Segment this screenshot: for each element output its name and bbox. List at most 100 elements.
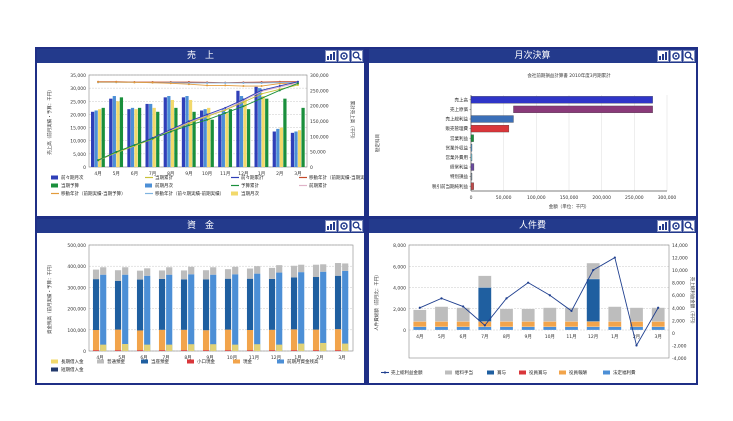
sales-bar (243, 98, 247, 167)
personnel-bar-segment (586, 326, 600, 331)
sales-y-tick: 20,000 (70, 112, 86, 118)
monthly-bar (470, 124, 510, 133)
sales-bar (279, 127, 283, 167)
funds-x-tick: 11月 (249, 355, 259, 361)
sales-x-tick: 2月 (276, 171, 283, 177)
funds-stack-a-segment (246, 350, 254, 351)
personnel-bar-segment (564, 321, 579, 327)
sales-legend-swatch (231, 191, 238, 196)
personnel-bar-segment (434, 321, 449, 327)
funds-stack-b-segment (320, 264, 327, 272)
funds-stack-b-segment (254, 266, 261, 274)
personnel-bar-segment (499, 321, 514, 327)
personnel-bar-segment (456, 321, 470, 327)
funds-stack-a-segment (180, 279, 188, 330)
personnel-x-tick: 4月 (416, 334, 423, 340)
sales-line-point (278, 84, 281, 87)
zoom-icon[interactable] (351, 50, 363, 62)
funds-stack-a-segment (136, 350, 144, 351)
funds-legend-label: 長期借入金 (61, 358, 84, 365)
personnel-bar-segment (564, 307, 579, 322)
sales-bar (203, 109, 207, 167)
monthly-bar (470, 182, 474, 190)
sales-line-point (260, 81, 263, 84)
funds-stack-a-segment (202, 330, 210, 351)
monthly-bar (513, 105, 653, 114)
personnel-bar-segment (586, 321, 600, 327)
zoom-icon[interactable] (351, 220, 363, 232)
sales-bar (236, 90, 240, 167)
sales-legend-label: 当期累計 (155, 174, 173, 181)
sales-x-tick: 10月 (202, 171, 212, 177)
funds-legend-swatch (187, 359, 194, 364)
funds-chart: 500,000 400,000 300,000 200,000 100,000 0 資金残高… (46, 243, 354, 373)
personnel-bar-segment (608, 326, 622, 331)
sales-bar (276, 128, 280, 167)
zoom-icon[interactable] (683, 220, 695, 232)
personnel-x-tick: 3月 (654, 334, 661, 340)
funds-stack-a-segment (180, 350, 188, 351)
sales-line-point (169, 128, 172, 131)
settings-icon[interactable] (338, 50, 350, 62)
sales-x-tick: 9月 (185, 171, 192, 177)
settings-icon[interactable] (338, 220, 350, 232)
sales-line-point (224, 81, 227, 84)
sales-bar (290, 132, 295, 167)
funds-stack-a-segment (158, 350, 166, 351)
funds-stack-a-segment (114, 280, 122, 330)
personnel-y2-tick: 12,000 (672, 256, 688, 262)
funds-stack-a-segment (334, 350, 342, 351)
sales-line-point (296, 83, 299, 86)
funds-stack-a-segment (158, 270, 166, 279)
funds-stack-b-segment (122, 267, 129, 275)
sales-bar (207, 107, 211, 167)
chart-type-icon[interactable] (325, 50, 337, 62)
personnel-bar-segment (521, 321, 535, 327)
sales-bar (119, 97, 124, 167)
sales-bar (210, 119, 214, 167)
sales-line-point (169, 130, 172, 133)
chart-type-icon[interactable] (657, 220, 669, 232)
sales-line (97, 84, 299, 161)
sales-line-point (224, 84, 227, 87)
personnel-line-point (635, 344, 638, 347)
zoom-icon[interactable] (683, 50, 695, 62)
funds-stack-a-segment (136, 270, 144, 280)
personnel-line-point (657, 306, 660, 309)
sales-bar (246, 109, 251, 167)
sales-legend-label: 前々期累計 (241, 174, 264, 181)
sales-legend-label: 前期月次 (155, 182, 173, 189)
personnel-bar-segment (456, 307, 470, 322)
sales-line-point (115, 81, 118, 84)
monthly-x-tick: 100,000 (527, 195, 546, 201)
personnel-bar-segment (478, 326, 492, 331)
settings-icon[interactable] (670, 220, 682, 232)
funds-y-tick: 200,000 (67, 307, 86, 313)
sales-line-point (206, 115, 209, 118)
funds-stack-b-segment (166, 267, 173, 275)
sales-bar (156, 111, 160, 167)
funds-legend-swatch (97, 359, 104, 364)
personnel-line-point (505, 297, 508, 300)
monthly-bar (470, 115, 514, 123)
funds-stack-a-segment (114, 350, 122, 351)
sales-x-tick: 4月 (94, 171, 101, 177)
sales-line-point (133, 144, 136, 147)
chart-type-icon[interactable] (657, 50, 669, 62)
sales-y-tick: 10,000 (70, 139, 86, 145)
funds-stack-b-segment (166, 344, 173, 351)
sales-line-point (206, 81, 209, 84)
funds-stack-b-segment (298, 264, 305, 273)
sales-bar (221, 109, 225, 167)
sales-x-tick: 11月 (220, 171, 230, 177)
settings-icon[interactable] (670, 50, 682, 62)
chart-type-icon[interactable] (325, 220, 337, 232)
funds-stack-b-segment (342, 263, 349, 271)
personnel-bar-segment (478, 275, 492, 288)
monthly-x-tick: 0 (470, 195, 473, 201)
sales-y2-tick: 100,000 (310, 134, 329, 140)
monthly-y-tick: 営業利益 (450, 135, 468, 142)
sales-line-point (224, 106, 227, 109)
dashboard: 売 上 35,000 30,000 25,000 20,000 15,000 10,000… (35, 47, 698, 385)
personnel-bar-segment (651, 321, 665, 327)
